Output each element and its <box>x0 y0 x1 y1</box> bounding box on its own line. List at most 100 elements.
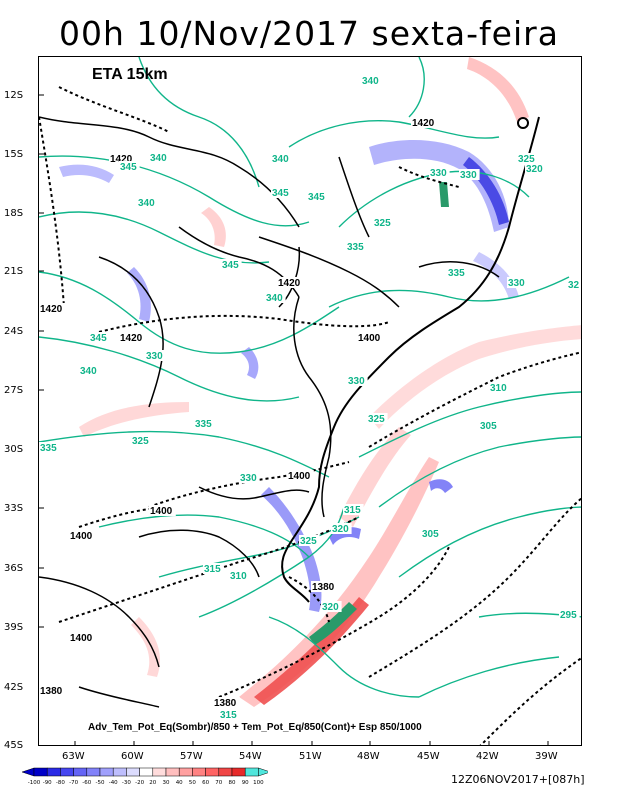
border-line <box>338 156 370 238</box>
colorbar-label: 60 <box>202 780 209 786</box>
colorbar-label: -70 <box>69 780 78 786</box>
contour-label: 345 <box>308 192 325 203</box>
contour-label: 1420 <box>412 118 435 129</box>
thickness-contour <box>78 508 150 528</box>
warm-advection-area <box>79 402 189 437</box>
contour-label: 1420 <box>278 278 301 289</box>
colorbar-label: 70 <box>215 780 222 786</box>
colorbar-cell <box>178 767 193 777</box>
theta-e-contours <box>39 57 581 698</box>
contour-label-bg <box>131 435 152 446</box>
contour-label: 315 <box>220 710 237 721</box>
contour-label-bg <box>39 303 66 314</box>
theta-e-contour <box>39 271 340 354</box>
coastline <box>293 116 540 538</box>
contour-label: 1380 <box>40 686 63 697</box>
contour-label: 340 <box>272 154 289 165</box>
contour-label: 330 <box>508 278 525 289</box>
contour-label-bg <box>277 277 304 288</box>
border-line <box>138 529 260 578</box>
colorbar-label: -90 <box>43 780 52 786</box>
warm-advection-area <box>239 457 439 707</box>
contour-label-bg <box>321 601 342 612</box>
contour-label: 1420 <box>120 333 143 344</box>
contour-label: 320 <box>526 164 543 175</box>
colorbar-right-arrow <box>258 767 268 777</box>
contour-label: 340 <box>150 153 167 164</box>
colorbar-cell <box>165 767 180 777</box>
theta-e-contour <box>39 430 330 478</box>
contour-label: 345 <box>120 162 137 173</box>
contour-label: 1400 <box>288 471 311 482</box>
cold-advection-area <box>241 347 259 379</box>
contour-label: 345 <box>272 188 289 199</box>
thickness-contour <box>288 576 330 623</box>
theta-e-contour <box>138 57 260 188</box>
contour-label-bg <box>213 697 240 708</box>
lat-tick-label: 21S <box>4 266 24 277</box>
contour-label-bg <box>411 117 438 128</box>
contour-label: 340 <box>138 198 155 209</box>
contour-label-bg <box>229 570 250 581</box>
colorbar-cell <box>33 767 48 777</box>
contour-label-bg <box>361 75 382 86</box>
warm-advection-area <box>339 427 411 527</box>
lat-tick-label: 39S <box>4 622 24 633</box>
contour-label-bg <box>357 332 384 343</box>
contour-label-bg <box>119 161 140 172</box>
contour-label-bg <box>145 350 166 361</box>
colorbar-cell <box>73 767 88 777</box>
contour-label-bg <box>79 365 100 376</box>
contour-label-bg <box>221 259 242 270</box>
warm-advection-area <box>369 325 581 429</box>
contour-label: 1400 <box>358 333 381 344</box>
contour-label-bg <box>447 267 468 278</box>
contour-label-bg <box>517 153 538 164</box>
border-line <box>39 576 160 668</box>
lon-tick-label: 54W <box>239 751 262 762</box>
colorbar-label: -60 <box>82 780 91 786</box>
contour-label: 345 <box>90 333 107 344</box>
contour-label: 330 <box>460 170 477 181</box>
borders <box>39 116 540 708</box>
contour-label: 1380 <box>214 698 237 709</box>
lat-tick-label: 27S <box>4 385 24 396</box>
thickness-contour <box>218 546 450 698</box>
theta-e-contour <box>358 391 581 458</box>
contour-label-bg <box>367 413 388 424</box>
contour-label: 305 <box>422 529 439 540</box>
colorbar-cell <box>60 767 74 777</box>
theta-e-contour <box>408 57 425 118</box>
contour-label-bg <box>347 375 368 386</box>
contour-label: 325 <box>132 436 149 447</box>
warm-advection-area <box>201 207 226 247</box>
colorbar-label: -30 <box>122 780 131 786</box>
contour-label: 340 <box>80 366 97 377</box>
colorbar-cells <box>21 767 268 777</box>
thickness-lines <box>39 86 581 745</box>
city-marker <box>517 117 529 129</box>
theta-e-contour <box>418 656 560 698</box>
advection-shading <box>59 57 581 707</box>
map-caption: Adv_Tem_Pot_Eq(Sombr)/850 + Tem_Pot_Eq/8… <box>88 722 422 733</box>
contour-label: 310 <box>490 383 507 394</box>
strong-advection-core <box>439 182 449 207</box>
contour-label: 315 <box>204 564 221 575</box>
colorbar: -100 -90 -80 -70 -60 -50 -40 -30 -20 20 30 40 50 60 70… <box>21 767 268 786</box>
contour-label: 335 <box>195 419 212 430</box>
contour-label-bg <box>421 528 442 539</box>
border-line <box>39 116 300 228</box>
contour-label-bg <box>559 609 580 620</box>
contour-label: 1400 <box>70 531 93 542</box>
contour-label-bg <box>265 292 286 303</box>
colorbar-label: -50 <box>96 780 105 786</box>
contour-label-bg <box>479 420 500 431</box>
colorbar-label: 40 <box>176 780 183 786</box>
colorbar-label: 20 <box>149 780 156 786</box>
contour-label: 325 <box>518 154 535 165</box>
lon-tick-label: 45W <box>417 751 440 762</box>
contour-label-bg <box>343 504 364 515</box>
border-line <box>418 261 500 278</box>
colorbar-cell <box>244 767 259 777</box>
